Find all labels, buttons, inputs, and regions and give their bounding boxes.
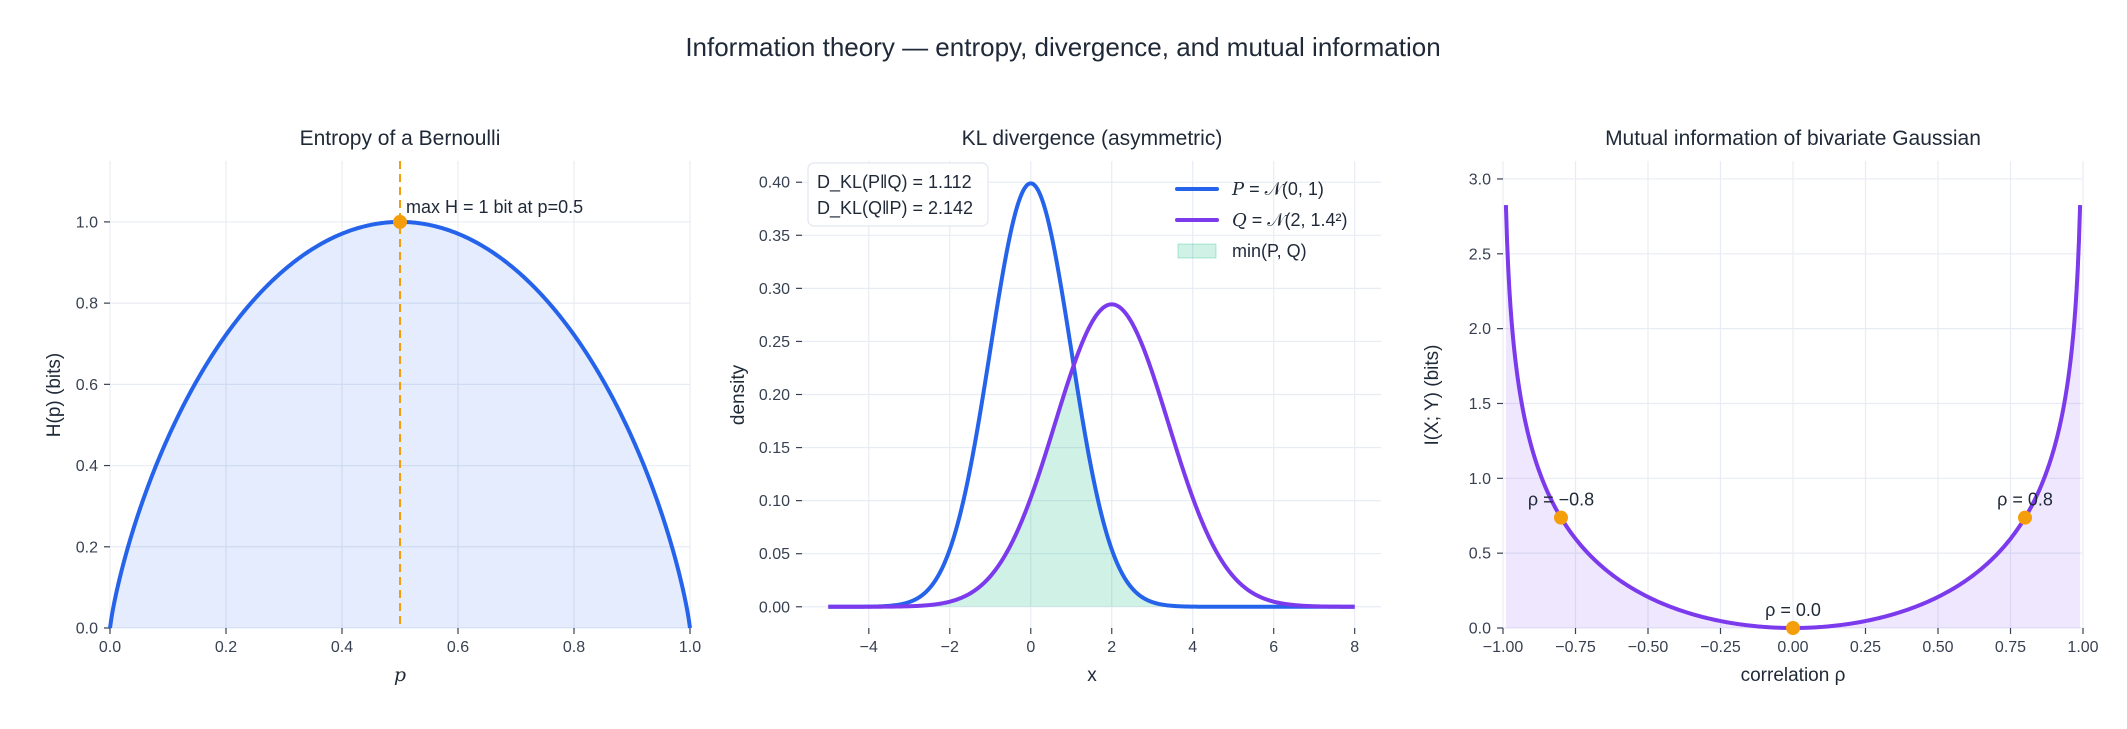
x-tick-label: 0.0: [99, 639, 121, 656]
y-tick-label: 0.00: [759, 599, 790, 616]
legend-text: = 𝒩(0, 1): [1244, 179, 1324, 199]
x-tick-label: 0.00: [1777, 639, 1808, 656]
y-tick-label: 1.0: [76, 214, 98, 231]
mi-xlabel: correlation ρ: [1741, 665, 1846, 686]
x-tick-label: −0.75: [1555, 639, 1596, 656]
max-entropy-marker: [393, 214, 407, 229]
legend-label: Q = 𝒩(2, 1.4²): [1232, 210, 1348, 231]
legend: P = 𝒩(0, 1) Q = 𝒩(2, 1.4²) min(P, Q): [1175, 179, 1348, 261]
entropy-max-annotation: max H = 1 bit at p=0.5: [406, 197, 583, 217]
entropy-panel: Entropy of a Bernoulli p H(p) (bits) 0.0…: [44, 127, 701, 686]
y-tick-label: 0.10: [759, 493, 790, 510]
p-density-curve: [828, 181, 1355, 609]
y-tick-label: 0.8: [76, 296, 98, 313]
rho-marker: [1786, 621, 1800, 635]
figure-title: Information theory — entropy, divergence…: [685, 32, 1440, 62]
y-tick-label: 0.4: [76, 458, 98, 475]
entropy-title: Entropy of a Bernoulli: [300, 127, 501, 150]
y-tick-label: 2.0: [1469, 321, 1491, 338]
y-tick-label: 0.5: [1469, 546, 1491, 563]
entropy-ylabel: H(p) (bits): [44, 353, 65, 437]
x-tick-label: 6: [1269, 639, 1278, 656]
x-tick-label: 0.2: [215, 639, 237, 656]
x-tick-label: 8: [1350, 639, 1359, 656]
rho-marker: [2018, 510, 2032, 525]
y-tick-label: 0.0: [1469, 621, 1491, 638]
kl-box-frame: [807, 162, 989, 227]
mi-title: Mutual information of bivariate Gaussian: [1605, 127, 1981, 150]
y-tick-label: 1.5: [1469, 396, 1491, 413]
q-density-curve: [828, 302, 1355, 609]
kl-title: KL divergence (asymmetric): [962, 127, 1223, 150]
kl-qp-value: D_KL(Q‖P) = 2.142: [817, 198, 973, 219]
mi-area-fill: [1505, 205, 2081, 628]
rho-label: ρ = 0.8: [1997, 490, 2053, 510]
y-tick-label: 0.20: [759, 387, 790, 404]
x-tick-label: 1.00: [2067, 639, 2098, 656]
y-tick-label: 0.6: [76, 377, 98, 394]
legend-text: min(P, Q): [1232, 241, 1307, 261]
x-tick-label: 2: [1107, 639, 1116, 656]
x-tick-label: 0.6: [447, 639, 469, 656]
legend-symbol: P: [1231, 179, 1245, 200]
mi-panel: Mutual information of bivariate Gaussian…: [1422, 127, 2099, 686]
kl-ylabel: density: [728, 364, 749, 425]
y-tick-label: 0.35: [759, 228, 790, 245]
rho-label: ρ = 0.0: [1765, 600, 1821, 620]
entropy-xlabel: p: [394, 664, 406, 686]
mi-ylabel: I(X; Y) (bits): [1422, 345, 1443, 446]
y-tick-label: 0.15: [759, 440, 790, 457]
kl-xlabel: x: [1087, 665, 1097, 686]
x-tick-label: 4: [1188, 639, 1197, 656]
x-tick-label: 0: [1026, 639, 1035, 656]
x-tick-label: −0.25: [1700, 639, 1741, 656]
x-tick-label: 1.0: [679, 639, 701, 656]
rho-label: ρ = −0.8: [1528, 490, 1594, 510]
kl-pq-value: D_KL(P‖Q) = 1.112: [817, 172, 972, 193]
legend-label: P = 𝒩(0, 1): [1231, 179, 1324, 200]
x-tick-label: −1.00: [1483, 639, 1524, 656]
x-tick-label: −0.50: [1628, 639, 1669, 656]
kl-values-box: D_KL(P‖Q) = 1.112 D_KL(Q‖P) = 2.142: [807, 162, 989, 227]
y-tick-label: 0.40: [759, 175, 790, 192]
legend-label: min(P, Q): [1232, 241, 1307, 261]
y-tick-label: 2.5: [1469, 246, 1491, 263]
x-tick-label: 0.75: [1995, 639, 2026, 656]
x-tick-label: 0.50: [1922, 639, 1953, 656]
x-tick-label: −2: [941, 639, 959, 656]
legend-min-swatch: [1177, 243, 1217, 259]
y-tick-label: 0.2: [76, 539, 98, 556]
x-tick-label: −4: [860, 639, 878, 656]
kl-panel: KL divergence (asymmetric) x density −4 −…: [728, 127, 1381, 686]
legend-text: = 𝒩(2, 1.4²): [1247, 210, 1348, 230]
min-pq-fill: [828, 365, 1355, 607]
y-tick-label: 0.30: [759, 281, 790, 298]
y-tick-label: 0.0: [76, 621, 98, 638]
x-tick-label: 0.4: [331, 639, 353, 656]
rho-marker: [1554, 510, 1568, 525]
y-tick-label: 1.0: [1469, 471, 1491, 488]
x-tick-label: 0.8: [563, 639, 585, 656]
legend-symbol: Q: [1232, 210, 1247, 231]
grid: [1502, 161, 2084, 629]
y-tick-label: 3.0: [1469, 171, 1491, 188]
y-tick-label: 0.25: [759, 334, 790, 351]
x-tick-label: 0.25: [1850, 639, 1881, 656]
y-tick-label: 0.05: [759, 546, 790, 563]
